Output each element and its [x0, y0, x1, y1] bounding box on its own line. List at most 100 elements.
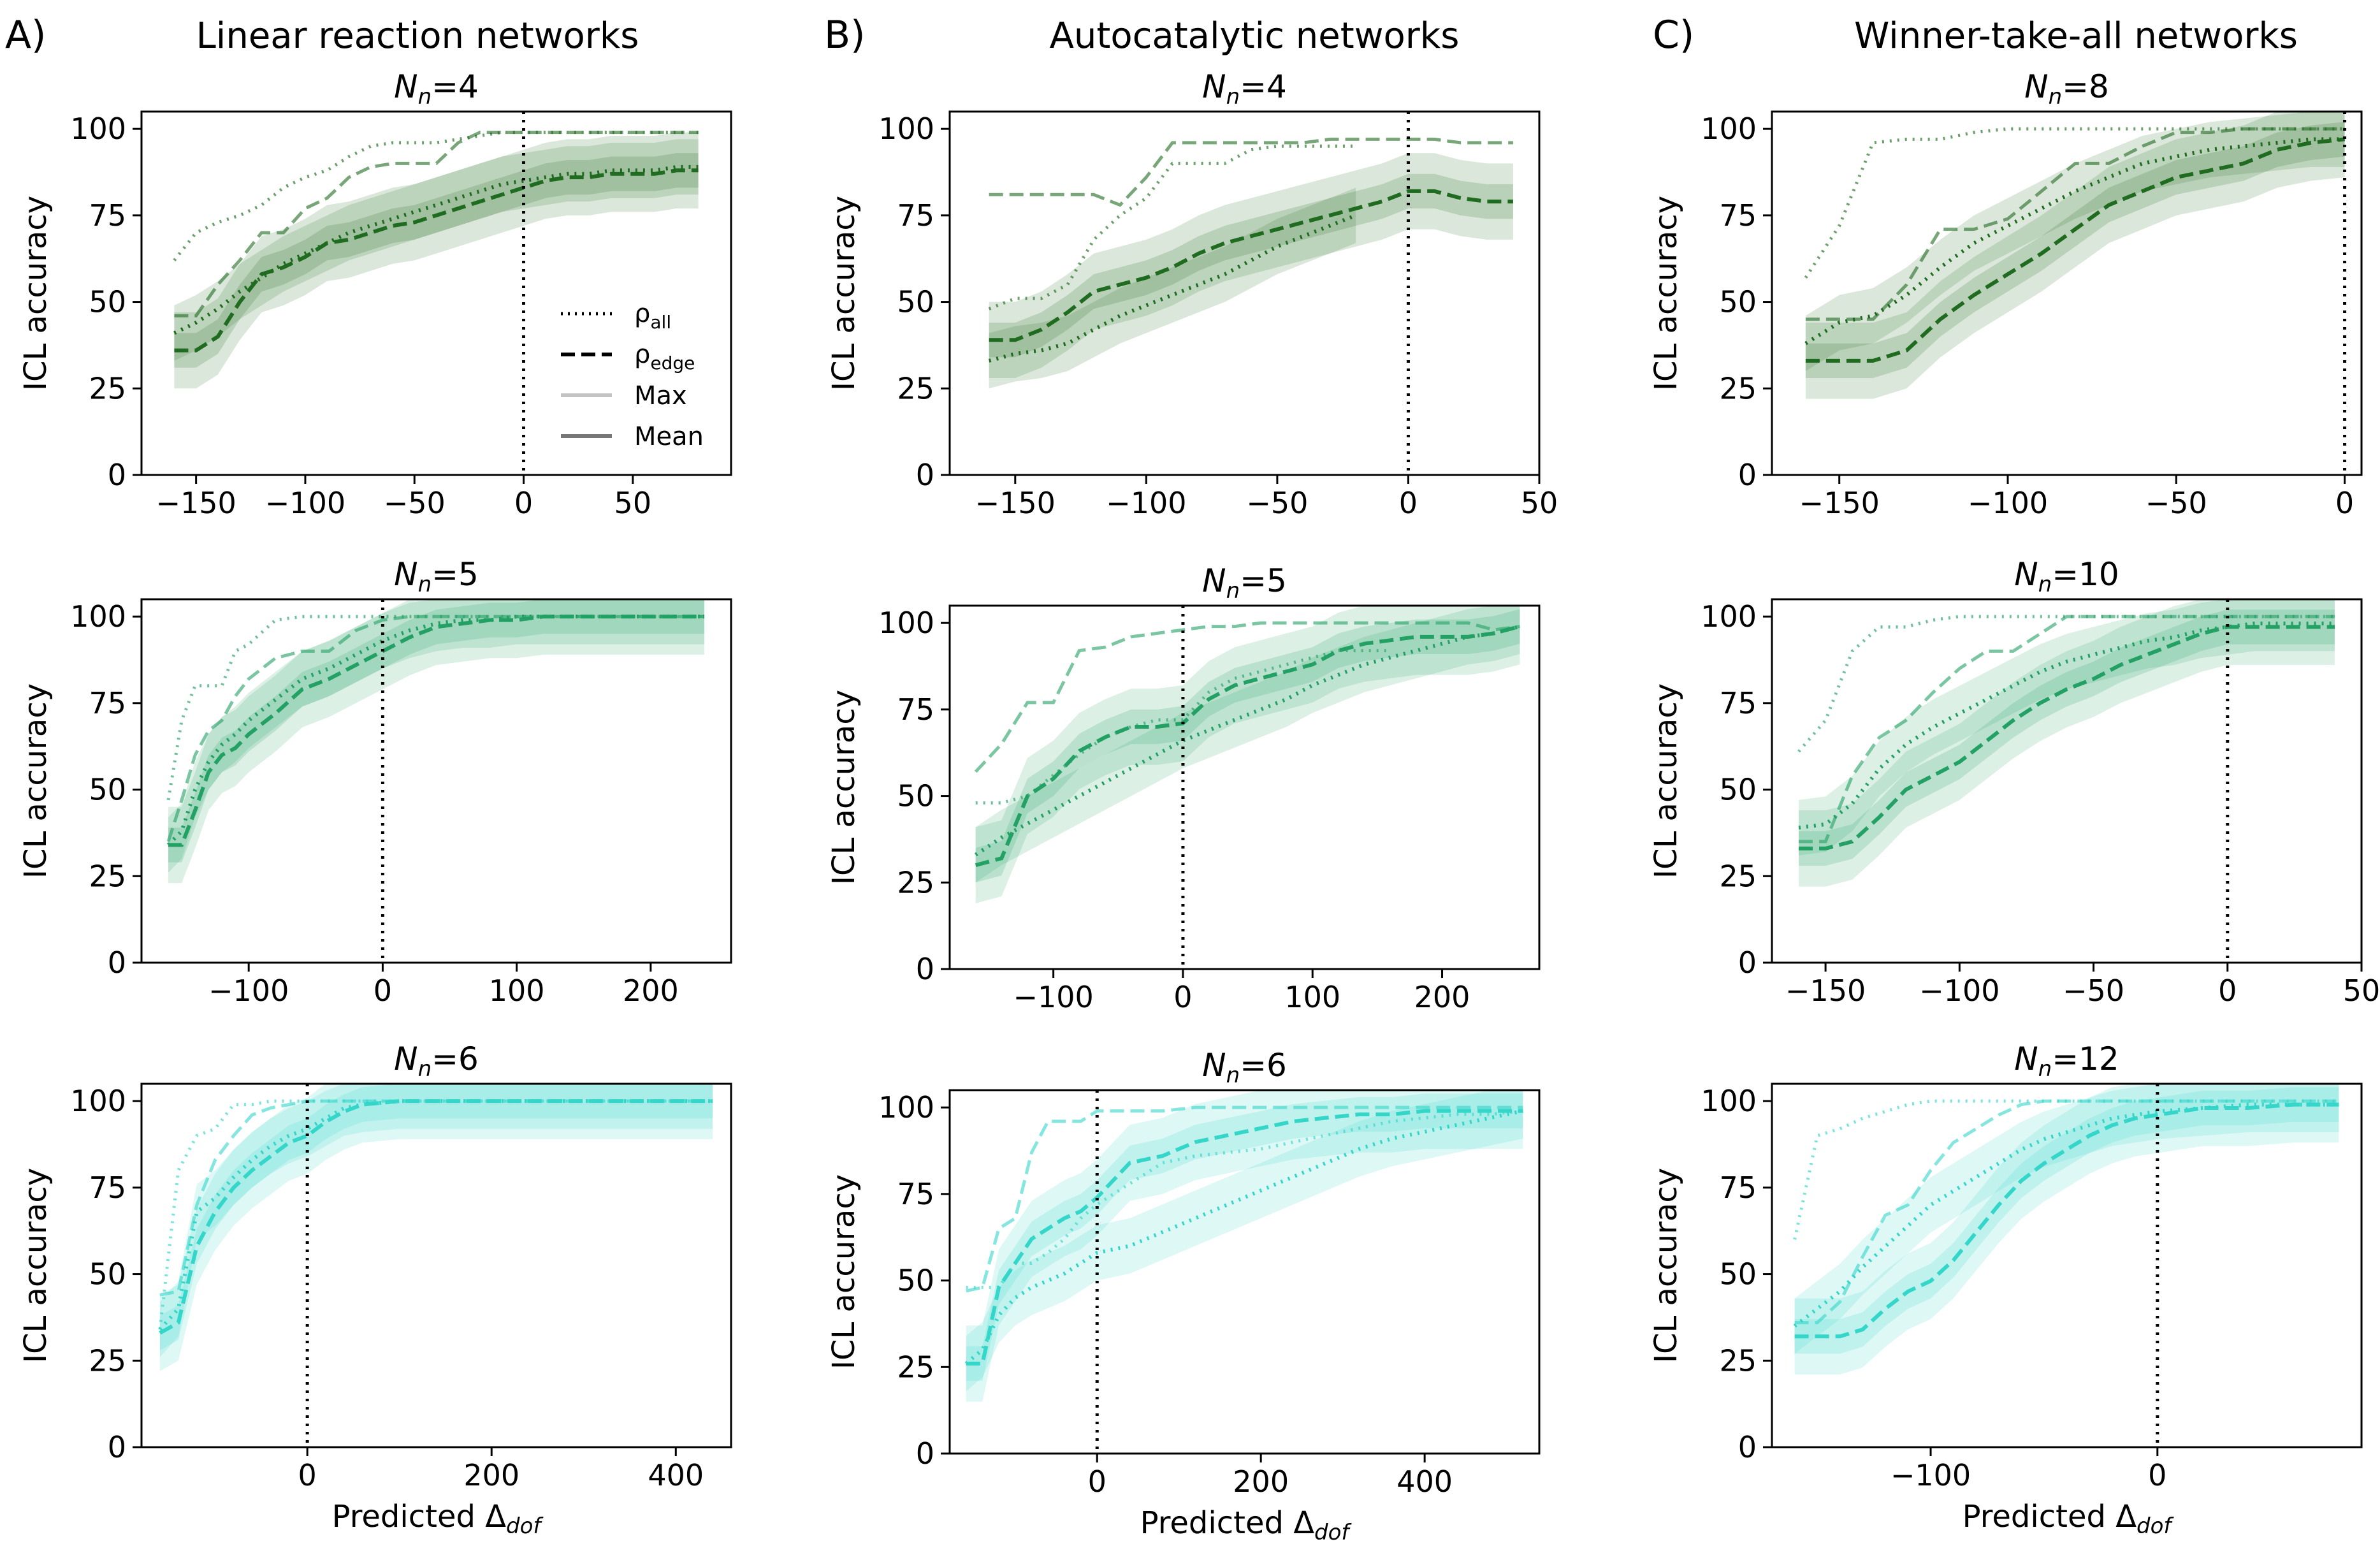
y-tick-label: 75	[1719, 686, 1757, 720]
line-rho-all-mean	[1804, 137, 2345, 346]
y-tick-label: 75	[89, 198, 126, 233]
y-tick-label: 50	[1719, 1257, 1757, 1292]
band-all-max	[975, 606, 1520, 883]
plots-container: −150 −100 −50 0 50 0 25 50 75 100 Nn=4 ICL accuracy…	[18, 68, 2380, 1545]
y-tick-label: 0	[1738, 1430, 1757, 1464]
plot-c-2: −150 −100 −50 0 50 0 25 50 75 100 Nn=10 ICL accurac…	[1648, 556, 2380, 1008]
band-edge-mean	[1799, 609, 2335, 866]
x-tick-label: 50	[1521, 486, 1558, 520]
y-tick-label: 25	[897, 371, 934, 405]
band-all-max	[1794, 1084, 2339, 1354]
plot-a-1: −150 −100 −50 0 50 0 25 50 75 100 Nn=4 ICL accuracy	[18, 68, 732, 520]
y-tick-label: 50	[89, 285, 126, 319]
plot-area	[988, 137, 1513, 389]
line-rho-edge-max	[174, 131, 699, 317]
y-tick-label: 25	[89, 859, 126, 893]
y-tick-label: 100	[70, 599, 126, 634]
band-edge-max	[1805, 112, 2345, 399]
plot-title: Nn=8	[2024, 68, 2109, 110]
line-rho-all-mean	[158, 1099, 713, 1331]
legend-mean-label: Mean	[634, 422, 704, 451]
line-rho-edge-mean	[1805, 137, 2345, 363]
x-tick-label: 0	[2218, 973, 2237, 1008]
y-tick-label: 100	[878, 606, 934, 640]
x-tick-label: 200	[1414, 980, 1470, 1014]
plot-area	[974, 606, 1521, 903]
x-tick-label: 100	[1284, 980, 1340, 1014]
line-rho-all-mean	[1798, 622, 2335, 830]
plot-frame	[948, 604, 1541, 970]
band-all-max	[1799, 599, 2335, 856]
line-rho-edge-mean	[1794, 1102, 2339, 1339]
legend-max-label: Max	[634, 381, 687, 411]
line-rho-edge-max	[1805, 127, 2345, 321]
y-tick-label: 25	[89, 1343, 126, 1378]
y-tick-label: 100	[1701, 1084, 1757, 1118]
plot-title: Nn=12	[2014, 1040, 2119, 1082]
y-tick-label: 75	[1719, 1170, 1757, 1205]
y-tick-label: 50	[897, 285, 934, 319]
y-tick-label: 0	[1738, 945, 1757, 980]
y-axis-label: ICL accuracy	[826, 690, 862, 885]
line-rho-all-mean	[1793, 1102, 2339, 1328]
column-title-c: Winner-take-all networks	[1854, 15, 2298, 57]
plot-frame	[140, 598, 732, 964]
y-tick-label: 25	[1719, 1343, 1757, 1378]
line-rho-all-mean	[988, 214, 1357, 363]
x-tick-label: −150	[1799, 486, 1880, 520]
x-tick-label: 0	[1173, 980, 1192, 1014]
x-axis-label: Predicted Δdof	[1963, 1499, 2175, 1539]
y-axis-label: ICL accuracy	[18, 196, 54, 391]
band-edge-max	[168, 599, 704, 884]
line-rho-all-max	[966, 1109, 1523, 1289]
y-axis-label: ICL accuracy	[1648, 196, 1684, 391]
band-edge-mean	[966, 1093, 1523, 1381]
x-tick-label: −50	[2145, 486, 2207, 520]
line-rho-edge-max	[1794, 1099, 2339, 1325]
x-tick-label: 50	[2343, 973, 2380, 1008]
y-tick-label: 0	[916, 458, 934, 492]
line-rho-all-mean	[964, 1109, 1523, 1366]
line-rho-edge-max	[974, 621, 1520, 773]
y-tick-label: 100	[70, 112, 126, 146]
x-tick-label: 0	[2148, 1458, 2166, 1492]
line-rho-all-max	[158, 1099, 713, 1330]
x-tick-label: 200	[1233, 1464, 1289, 1499]
band-all-max	[989, 187, 1356, 389]
plot-area	[173, 131, 699, 389]
plot-area	[1793, 1084, 2339, 1374]
plot-frame	[1771, 598, 2363, 964]
y-axis-label: ICL accuracy	[1648, 683, 1684, 879]
x-tick-label: −100	[1890, 1458, 1971, 1492]
band-edge-max	[1799, 599, 2335, 887]
x-axis-label: Predicted Δdof	[332, 1499, 544, 1539]
y-axis-label: ICL accuracy	[826, 1174, 862, 1369]
band-edge-mean	[1805, 122, 2345, 379]
legend-rho-all-label: ρall	[634, 299, 671, 333]
plot-c-1: −150 −100 −50 0 0 25 50 75 100 Nn=8 ICL accuracy	[1648, 68, 2363, 520]
panel-letter-c: C)	[1653, 13, 1694, 57]
line-rho-edge-mean	[989, 189, 1513, 342]
panel-letter-b: B)	[824, 13, 866, 57]
column-title-a: Linear reaction networks	[196, 15, 639, 57]
y-tick-label: 75	[89, 1170, 126, 1205]
plot-area	[964, 1090, 1523, 1402]
plot-title: Nn=6	[394, 1040, 479, 1082]
y-tick-label: 25	[897, 1350, 934, 1384]
line-rho-edge-max	[1799, 615, 2335, 843]
plot-title: Nn=10	[2014, 556, 2119, 597]
y-tick-label: 0	[108, 945, 126, 980]
band-edge-mean	[174, 153, 699, 368]
band-edge-mean	[1794, 1087, 2339, 1354]
band-edge-mean	[989, 173, 1513, 358]
x-tick-label: −50	[384, 486, 446, 520]
y-tick-label: 100	[878, 112, 934, 146]
plot-a-3: 0 200 400 0 25 50 75 100 Nn=6 ICL accuracy Predict…	[18, 1040, 732, 1539]
plot-b-2: −100 0 100 200 0 25 50 75 100 Nn=5 ICL accuracy	[826, 562, 1541, 1014]
y-tick-label: 0	[916, 952, 934, 986]
line-rho-edge-mean	[1799, 625, 2335, 850]
y-tick-label: 75	[897, 692, 934, 727]
plot-title: Nn=4	[394, 68, 479, 110]
band-edge-max	[159, 1084, 713, 1371]
